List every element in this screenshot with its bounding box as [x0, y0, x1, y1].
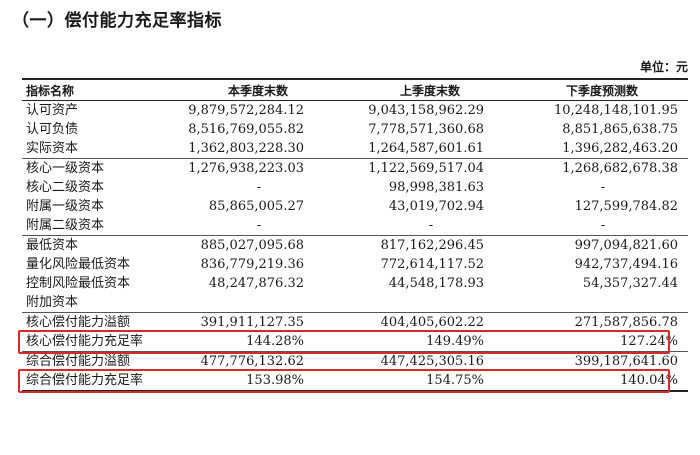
table-row: 附属一级资本 85,865,005.27 43,019,702.94 127,599,… — [22, 197, 688, 216]
previous-quarter-value: - — [428, 218, 434, 233]
table-row: 认可资产 9,879,572,284.12 9,043,158,962.29 10,2… — [22, 100, 688, 120]
forecast-value: 399,187,641.60 — [516, 351, 688, 371]
row-label: 控制风险最低资本 — [26, 276, 131, 291]
table-row: 综合偿付能力充足率 153.98% 154.75% 140.04% — [22, 371, 688, 392]
previous-quarter-value: 43,019,702.94 — [388, 199, 484, 214]
row-label: 核心偿付能力溢额 — [22, 312, 172, 332]
forecast-value: 271,587,856.78 — [516, 312, 688, 332]
header-previous-quarter: 上季度末数 — [344, 78, 516, 101]
previous-quarter-value: 7,778,571,360.68 — [368, 122, 484, 137]
previous-quarter-value — [344, 293, 516, 313]
row-label: 附属二级资本 — [26, 218, 105, 233]
table-row: 附加资本 — [22, 293, 688, 313]
row-label: 附属一级资本 — [26, 199, 105, 214]
current-quarter-value: 1,276,938,223.03 — [172, 158, 344, 178]
previous-quarter-value: 9,043,158,962.29 — [344, 100, 516, 120]
section-title: （一）偿付能力充足率指标 — [12, 11, 222, 31]
current-quarter-value: 885,027,095.68 — [172, 235, 344, 255]
forecast-value: 54,357,327.44 — [582, 276, 678, 291]
current-quarter-value: 153.98% — [172, 371, 344, 392]
forecast-value: - — [600, 218, 606, 233]
forecast-value: - — [600, 180, 606, 195]
row-label: 核心一级资本 — [22, 158, 172, 178]
table-row: 认可负债 8,516,769,055.82 7,778,571,360.68 8,85… — [22, 120, 688, 139]
current-quarter-value: 8,516,769,055.82 — [188, 122, 304, 137]
previous-quarter-value: 1,122,569,517.04 — [344, 158, 516, 178]
header-current-quarter: 本季度末数 — [172, 78, 344, 101]
previous-quarter-value: 772,614,117.52 — [380, 257, 484, 272]
forecast-value: 997,094,821.60 — [516, 235, 688, 255]
table-row: 附属二级资本 - - - — [22, 216, 688, 236]
current-quarter-value: 391,911,127.35 — [172, 312, 344, 332]
previous-quarter-value: 98,998,381.63 — [388, 180, 484, 195]
previous-quarter-value: 1,264,587,601.61 — [368, 141, 484, 156]
row-label: 综合偿付能力溢额 — [22, 351, 172, 371]
current-quarter-value: 9,879,572,284.12 — [172, 100, 344, 120]
previous-quarter-value: 404,405,602.22 — [344, 312, 516, 332]
table-row: 量化风险最低资本 836,779,219.36 772,614,117.52 942,… — [22, 255, 688, 274]
table-row: 控制风险最低资本 48,247,876.32 44,548,178.93 54,357… — [22, 274, 688, 293]
table-header-row: 指标名称 本季度末数 上季度末数 下季度预测数 — [22, 78, 688, 101]
previous-quarter-value: 149.49% — [426, 334, 484, 349]
row-label: 核心偿付能力充足率 — [26, 334, 144, 349]
forecast-value: 140.04% — [516, 371, 688, 392]
row-label: 核心二级资本 — [26, 180, 105, 195]
table-row: 最低资本 885,027,095.68 817,162,296.45 997,094,… — [22, 235, 688, 255]
table-row: 综合偿付能力溢额 477,776,132.62 447,425,305.16 399,… — [22, 351, 688, 371]
forecast-value — [516, 293, 688, 313]
current-quarter-value: 85,865,005.27 — [208, 199, 304, 214]
current-quarter-value: 836,779,219.36 — [200, 257, 304, 272]
previous-quarter-value: 44,548,178.93 — [388, 276, 484, 291]
current-quarter-value: - — [256, 218, 262, 233]
row-label: 实际资本 — [26, 141, 79, 156]
table-row: 核心二级资本 - 98,998,381.63 - — [22, 178, 688, 197]
row-label: 综合偿付能力充足率 — [22, 371, 172, 392]
forecast-value: 10,248,148,101.95 — [516, 100, 688, 120]
header-next-quarter-forecast: 下季度预测数 — [516, 78, 688, 101]
forecast-value: 8,851,865,638.75 — [562, 122, 678, 137]
table-row: 核心一级资本 1,276,938,223.03 1,122,569,517.04 1,… — [22, 158, 688, 178]
row-label: 认可负债 — [26, 122, 79, 137]
header-indicator-name: 指标名称 — [22, 78, 172, 101]
row-label: 最低资本 — [22, 235, 172, 255]
current-quarter-value: 1,362,803,228.30 — [188, 141, 304, 156]
forecast-value: 1,268,682,678.38 — [516, 158, 688, 178]
current-quarter-value: - — [256, 180, 262, 195]
unit-label: 单位：元 — [639, 60, 688, 74]
previous-quarter-value: 154.75% — [344, 371, 516, 392]
row-label: 附加资本 — [26, 295, 79, 310]
table-row: 实际资本 1,362,803,228.30 1,264,587,601.61 1,39… — [22, 139, 688, 159]
table-row: 核心偿付能力充足率 144.28% 149.49% 127.24% — [22, 332, 688, 352]
row-label: 量化风险最低资本 — [26, 257, 131, 272]
previous-quarter-value: 447,425,305.16 — [344, 351, 516, 371]
forecast-value: 1,396,282,463.20 — [562, 141, 678, 156]
forecast-value: 127,599,784.82 — [574, 199, 678, 214]
table-row: 核心偿付能力溢额 391,911,127.35 404,405,602.22 271,… — [22, 312, 688, 332]
current-quarter-value — [172, 293, 344, 313]
current-quarter-value: 48,247,876.32 — [208, 276, 304, 291]
forecast-value: 127.24% — [620, 334, 678, 349]
current-quarter-value: 477,776,132.62 — [172, 351, 344, 371]
solvency-table: 指标名称 本季度末数 上季度末数 下季度预测数 认可资产 9,879,572,28… — [22, 78, 688, 392]
row-label: 认可资产 — [22, 100, 172, 120]
previous-quarter-value: 817,162,296.45 — [344, 235, 516, 255]
forecast-value: 942,737,494.16 — [574, 257, 678, 272]
current-quarter-value: 144.28% — [246, 334, 304, 349]
